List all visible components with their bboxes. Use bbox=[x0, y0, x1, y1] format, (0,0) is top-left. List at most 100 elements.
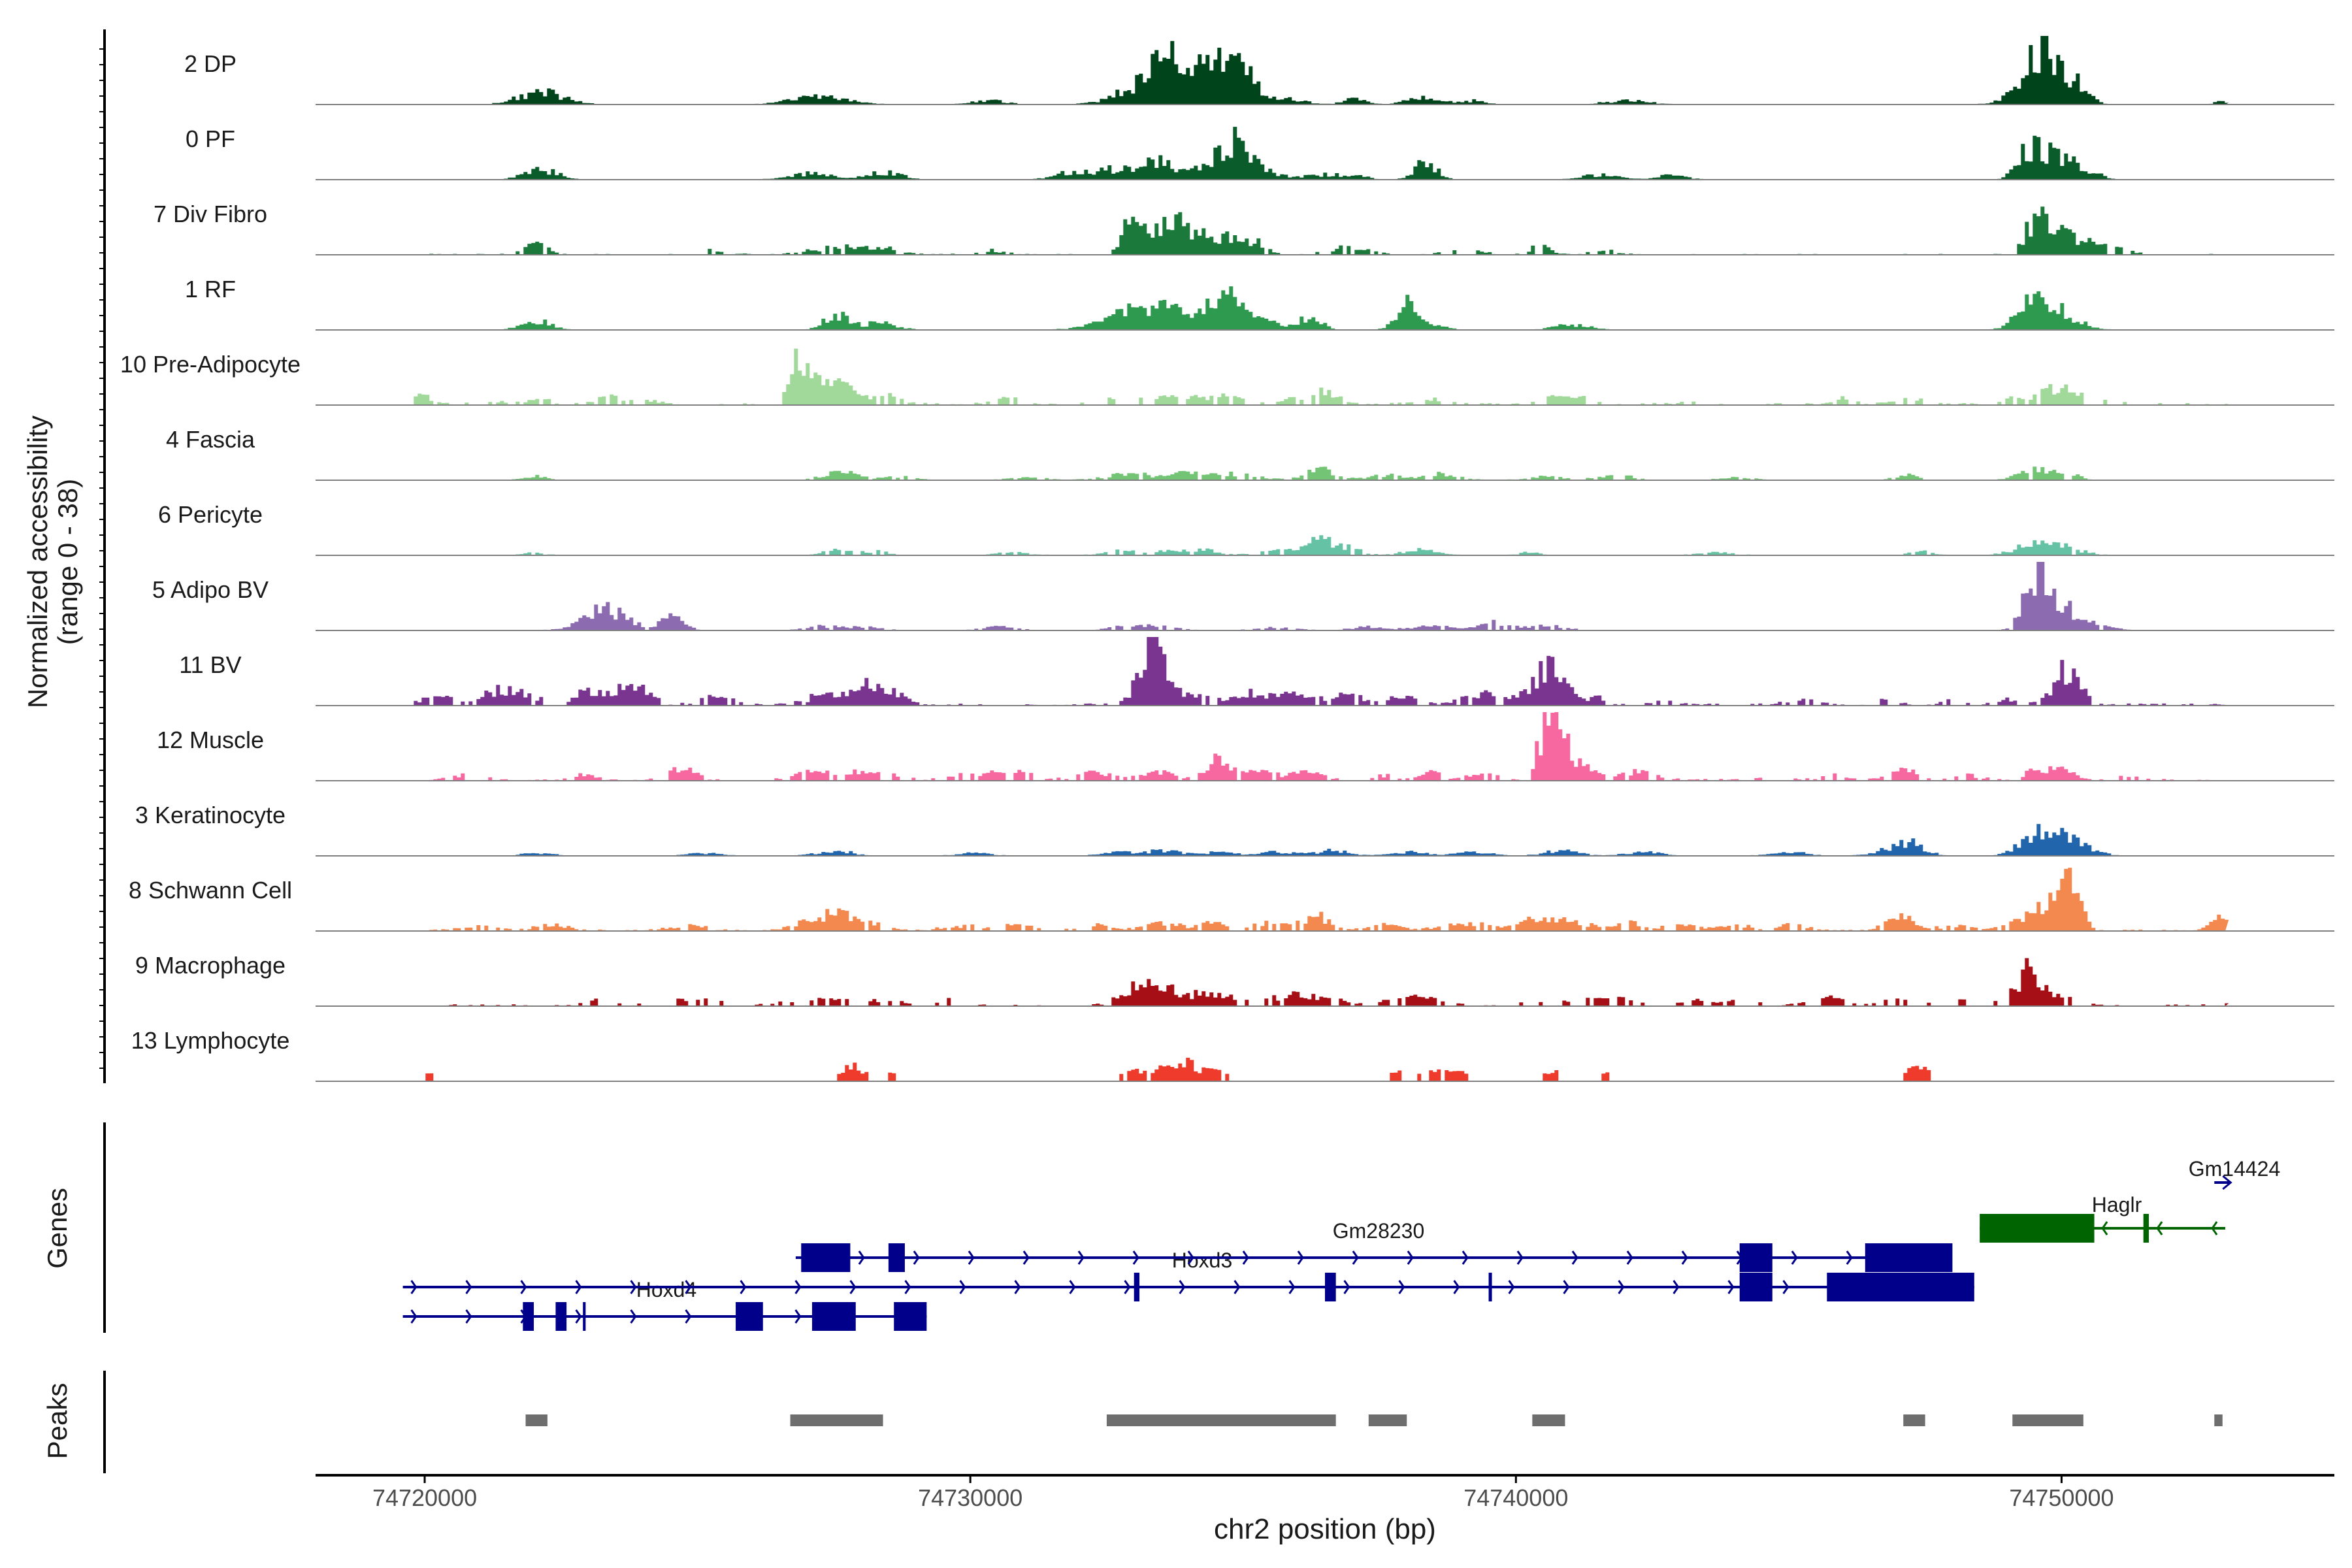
track-label: 9 Macrophage bbox=[135, 952, 286, 979]
peak-region bbox=[2012, 1414, 2083, 1426]
track-10-pre-adipocyte: 10 Pre-Adipocyte bbox=[120, 348, 2334, 406]
gene-strand-chevron bbox=[1179, 1280, 1186, 1294]
gene-strand-chevron bbox=[1846, 1250, 1853, 1265]
gene-strand-chevron bbox=[1407, 1250, 1414, 1265]
gene-strand-chevron bbox=[465, 1309, 472, 1324]
track-label: 8 Schwann Cell bbox=[129, 877, 292, 904]
gene-strand-chevron bbox=[1288, 1280, 1296, 1294]
track-4-fascia: 4 Fascia bbox=[166, 426, 2334, 481]
gene-strand-chevron bbox=[1242, 1250, 1249, 1265]
gene-strand-chevron bbox=[1673, 1280, 1680, 1294]
peak-region bbox=[1532, 1414, 1565, 1426]
peak-region bbox=[790, 1414, 883, 1426]
track-label: 7 Div Fibro bbox=[154, 201, 267, 227]
x-axis-label: chr2 position (bp) bbox=[1214, 1513, 1436, 1545]
gene-strand-chevron bbox=[740, 1280, 747, 1294]
gene-strand-chevron bbox=[410, 1280, 417, 1294]
gene-gm28230: Gm28230 bbox=[795, 1219, 1953, 1272]
gene-exon bbox=[583, 1302, 586, 1331]
gene-strand-chevron bbox=[1069, 1280, 1076, 1294]
coverage-area bbox=[414, 562, 2229, 630]
track-label: 10 Pre-Adipocyte bbox=[120, 351, 301, 378]
gene-strand-chevron bbox=[858, 1250, 865, 1265]
gene-label: Gm14424 bbox=[2189, 1157, 2281, 1181]
gene-strand-chevron bbox=[1563, 1280, 1570, 1294]
gene-exon bbox=[2143, 1214, 2149, 1243]
coverage-area bbox=[414, 824, 2229, 856]
gene-exon bbox=[1827, 1273, 1974, 1301]
track-label: 13 Lymphocyte bbox=[131, 1027, 290, 1054]
y-axis-label-line1: Normalized accessibility bbox=[22, 416, 53, 708]
gene-strand-chevron bbox=[1462, 1250, 1469, 1265]
gene-strand-chevron bbox=[520, 1280, 527, 1294]
track-label: 6 Pericyte bbox=[158, 501, 263, 528]
track-label: 4 Fascia bbox=[166, 426, 255, 453]
peaks-panel bbox=[525, 1414, 2223, 1426]
coverage-axis-ticks bbox=[99, 48, 105, 1069]
coverage-area bbox=[414, 958, 2229, 1006]
gene-strand-chevron bbox=[913, 1250, 920, 1265]
track-label: 5 Adipo BV bbox=[152, 576, 269, 603]
gene-exon bbox=[1865, 1243, 1953, 1272]
gene-strand-chevron bbox=[1681, 1250, 1688, 1265]
gene-strand-chevron bbox=[1791, 1250, 1798, 1265]
gene-strand-chevron bbox=[1626, 1250, 1633, 1265]
gene-strand-chevron bbox=[1508, 1280, 1515, 1294]
gene-strand-chevron bbox=[849, 1280, 857, 1294]
track-label: 2 DP bbox=[184, 50, 237, 77]
gene-haglr: Haglr bbox=[1980, 1193, 2225, 1243]
gene-label: Gm28230 bbox=[1333, 1219, 1425, 1243]
gene-strand-chevron bbox=[630, 1280, 637, 1294]
gene-exon bbox=[888, 1243, 905, 1272]
track-11-bv: 11 BV bbox=[179, 637, 2334, 706]
genes-panel-label: Genes bbox=[42, 1188, 73, 1269]
gene-strand-chevron bbox=[794, 1280, 802, 1294]
coverage-area bbox=[414, 348, 2229, 405]
x-tick-label: 74740000 bbox=[1463, 1484, 1568, 1511]
track-label: 1 RF bbox=[185, 276, 236, 302]
gene-strand-chevron bbox=[1077, 1250, 1085, 1265]
track-label: 0 PF bbox=[186, 125, 235, 152]
gene-exon bbox=[1739, 1243, 1772, 1272]
track-3-keratinocyte: 3 Keratinocyte bbox=[135, 802, 2334, 857]
gene-strand-chevron bbox=[1352, 1250, 1359, 1265]
gene-strand-chevron bbox=[1618, 1280, 1625, 1294]
gene-label: Haglr bbox=[2092, 1193, 2142, 1217]
peak-region bbox=[525, 1414, 547, 1426]
coverage-area bbox=[414, 286, 2229, 330]
gene-strand-chevron bbox=[2156, 1221, 2163, 1235]
gene-strand-chevron bbox=[465, 1280, 472, 1294]
peak-region bbox=[1106, 1414, 1336, 1426]
gene-exon bbox=[1980, 1214, 2095, 1243]
gene-exon bbox=[555, 1302, 567, 1331]
gene-strand-chevron bbox=[1297, 1250, 1304, 1265]
gene-strand-chevron bbox=[1571, 1250, 1578, 1265]
track-1-rf: 1 RF bbox=[185, 276, 2334, 331]
track-2-dp: 2 DP bbox=[184, 36, 2334, 105]
gene-exon bbox=[736, 1302, 763, 1331]
gene-strand-chevron bbox=[2211, 1221, 2218, 1235]
gene-strand-chevron bbox=[904, 1280, 911, 1294]
peak-region bbox=[1368, 1414, 1407, 1426]
track-6-pericyte: 6 Pericyte bbox=[158, 501, 2334, 556]
y-axis-label-line2: (range 0 - 38) bbox=[52, 479, 83, 645]
gene-strand-chevron bbox=[685, 1280, 692, 1294]
gene-strand-chevron bbox=[794, 1309, 802, 1324]
gene-label: Hoxd3 bbox=[1172, 1249, 1233, 1272]
gene-strand-chevron bbox=[1132, 1250, 1139, 1265]
gene-strand-chevron bbox=[1782, 1280, 1789, 1294]
track-12-muscle: 12 Muscle bbox=[157, 712, 2334, 781]
gene-strand-chevron bbox=[1233, 1280, 1241, 1294]
gene-strand-chevron bbox=[1453, 1280, 1460, 1294]
gene-exon bbox=[1488, 1273, 1492, 1301]
coverage-area bbox=[414, 206, 2229, 255]
gene-hoxd4: Hoxd4 bbox=[402, 1278, 927, 1331]
gene-strand-chevron bbox=[575, 1309, 582, 1324]
gene-strand-chevron bbox=[1124, 1280, 1131, 1294]
x-tick-label: 74730000 bbox=[918, 1484, 1022, 1511]
coverage-area bbox=[414, 637, 2229, 706]
gene-exon bbox=[1739, 1273, 1772, 1301]
gene-strand-chevron bbox=[1014, 1280, 1021, 1294]
gene-strand-chevron bbox=[630, 1309, 637, 1324]
gene-strand-chevron bbox=[685, 1309, 692, 1324]
